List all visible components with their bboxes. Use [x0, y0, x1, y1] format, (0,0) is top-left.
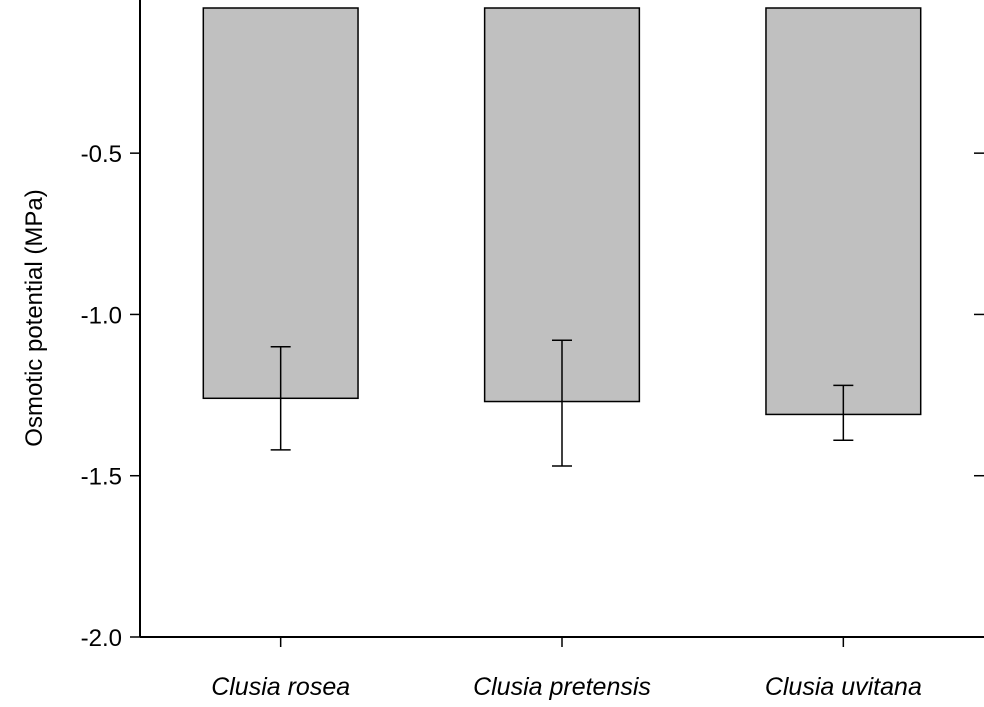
y-tick-label-1: -0.5 [81, 141, 122, 168]
y-axis-title: Osmotic potential (MPa) [21, 189, 48, 446]
x-tick-label-1: Clusia rosea [211, 673, 350, 701]
y-tick-label-2: -1.0 [81, 302, 122, 329]
bar-3 [765, 7, 922, 416]
bar-1 [202, 7, 359, 400]
bars [202, 7, 922, 416]
x-tick-label-3: Clusia uvitana [765, 673, 922, 701]
y-tick-label-4: -2.0 [81, 625, 122, 652]
y-tick-label-3: -1.5 [81, 464, 122, 491]
x-tick-label-2: Clusia pretensis [473, 673, 651, 701]
bar-2 [483, 7, 641, 403]
error-bars [270, 339, 854, 467]
x-ticks: Clusia rosea Clusia pretensis Clusia uvita… [211, 637, 922, 701]
y-ticks: -0.5 -1.0 -1.5 -2.0 [81, 141, 984, 652]
